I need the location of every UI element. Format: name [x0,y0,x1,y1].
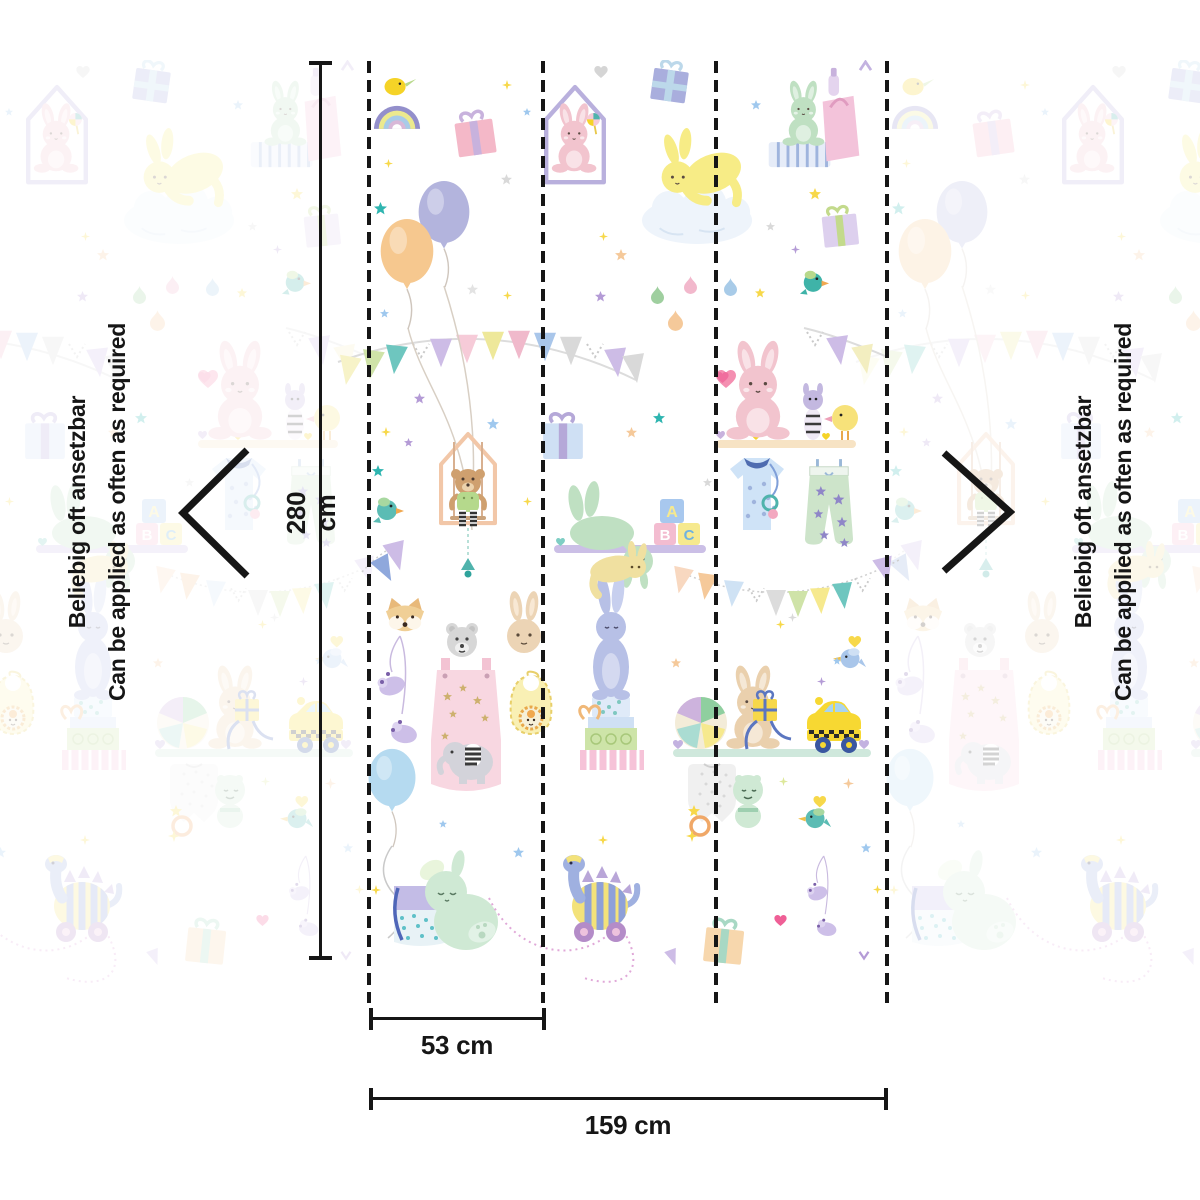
total-width-dimension-label: 159 cm [584,1110,672,1140]
side-note-right: Beliebig oft ansetzbar Can be applied as… [1061,212,1145,812]
height-dimension-line [319,61,322,960]
repeat-left-chevron-icon [178,447,250,579]
pattern-tile-right-faded [853,60,1200,982]
strip-width-cap-left [369,1008,373,1030]
side-note-left-de: Beliebig oft ansetzbar [64,395,90,629]
panel-seam-line-3 [714,61,718,1003]
strip-width-dimension-label: 53 cm [420,1030,494,1060]
panel-seam-line-1 [367,61,371,1003]
side-note-right-de: Beliebig oft ansetzbar [1070,395,1096,629]
strip-width-cap-right [542,1008,546,1030]
side-note-left-en: Can be applied as often as required [104,322,130,702]
total-width-cap-right [884,1088,888,1110]
side-note-right-en: Can be applied as often as required [1110,322,1136,702]
total-width-dimension-line [369,1097,887,1100]
height-dimension-label: 280 cm [281,491,341,535]
side-note-left: Beliebig oft ansetzbar Can be applied as… [55,212,139,812]
strip-width-dimension-line [369,1017,545,1020]
repeat-right-chevron-icon [941,450,1015,574]
height-dimension-cap-bottom [309,956,332,960]
panel-seam-line-2 [541,61,545,1003]
height-dimension-cap-top [309,61,332,65]
total-width-cap-left [369,1088,373,1110]
pattern-tile-center [335,60,899,982]
panel-seam-line-4 [885,61,889,1003]
